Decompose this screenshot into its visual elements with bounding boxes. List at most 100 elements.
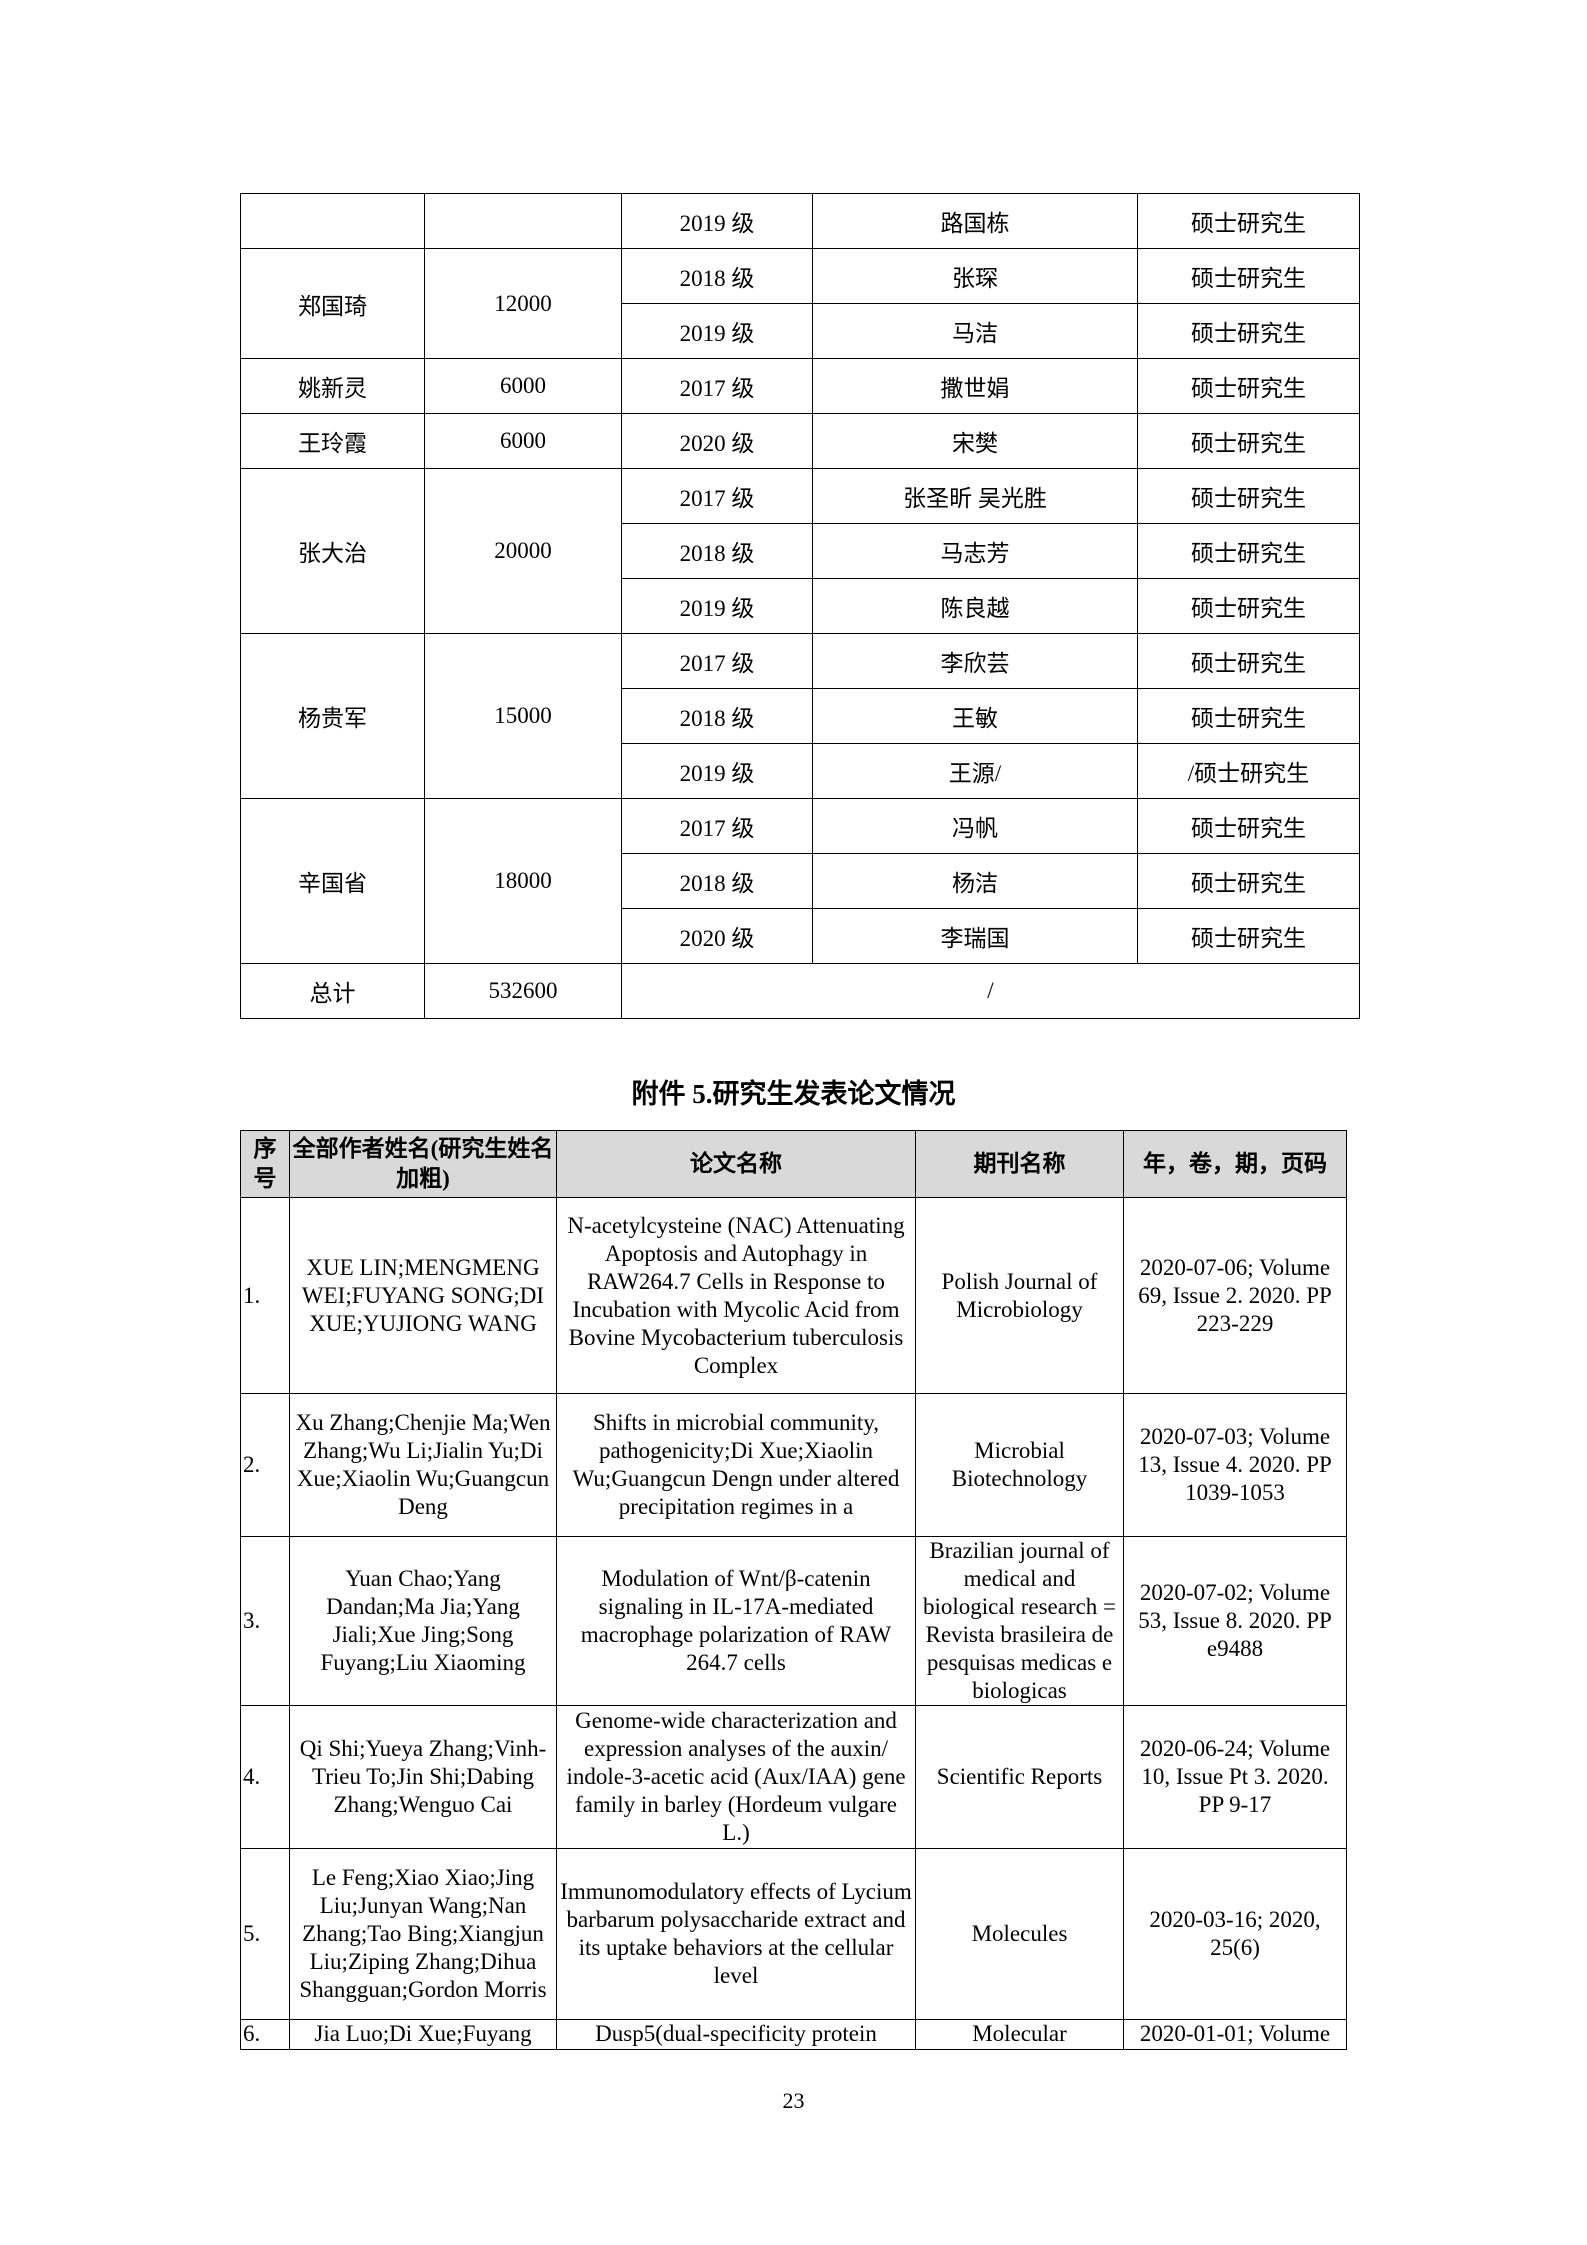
- paper-no: 2.: [240, 1393, 290, 1537]
- student-cell: 路国栋: [812, 193, 1138, 249]
- paper-title: Modulation of Wnt/β-catenin signaling in…: [556, 1536, 916, 1706]
- grade-cell: 2019 级: [621, 193, 813, 249]
- teacher-cell: 姚新灵: [240, 358, 425, 414]
- grade-cell: 2017 级: [621, 468, 813, 524]
- student-cell: 马志芳: [812, 523, 1138, 579]
- student-cell: 李欣芸: [812, 633, 1138, 689]
- table-row: 2019 级陈良越 硕士研究生: [241, 578, 1360, 634]
- paper-row: 1. XUE LIN;MENGMENG WEI;FUYANG SONG;DI XU…: [240, 1197, 1347, 1394]
- total-row: 总计 532600/: [240, 963, 1360, 1019]
- paper-row: 3. Yuan Chao;Yang Dandan;Ma Jia;Yang Jial…: [240, 1536, 1347, 1706]
- grade-cell: 2017 级: [621, 358, 813, 414]
- total-amount: 532600: [424, 963, 622, 1019]
- table-row: 郑国琦 12000 2018 级张琛 硕士研究生: [240, 248, 1360, 359]
- grade-cell: 2017 级: [621, 798, 813, 854]
- grade-cell: 2018 级: [621, 853, 813, 909]
- degree-cell: 硕士研究生: [1137, 523, 1360, 579]
- teacher-cell: 杨贵军: [240, 633, 425, 799]
- paper-row: 6. Jia Luo;Di Xue;Fuyang Dusp5(dual-specif…: [240, 2019, 1347, 2050]
- degree-cell: 硕士研究生: [1137, 853, 1360, 909]
- paper-journal: Brazilian journal of medical and biologi…: [915, 1536, 1124, 1706]
- degree-cell: 硕士研究生: [1137, 303, 1360, 359]
- table-row: 2019 级马洁 硕士研究生: [241, 303, 1360, 359]
- funding-table: 2019 级路国栋 硕士研究生 郑国琦 12000 2018 级张琛 硕士研究生 2019 …: [240, 193, 1360, 1019]
- teacher-cell: 辛国省: [240, 798, 425, 964]
- header-citation: 年，卷，期，页码: [1123, 1130, 1347, 1198]
- teacher-cell: 王玲霞: [240, 413, 425, 469]
- student-cell: 陈良越: [812, 578, 1138, 634]
- degree-cell: 硕士研究生: [1137, 248, 1360, 304]
- paper-title: Immunomodulatory effects of Lycium barba…: [556, 1848, 916, 2020]
- degree-cell: 硕士研究生: [1137, 798, 1360, 854]
- grade-cell: 2018 级: [621, 523, 813, 579]
- grade-cell: 2019 级: [621, 303, 813, 359]
- paper-title: Shifts in microbial community, pathogeni…: [556, 1393, 916, 1537]
- paper-no: 4.: [240, 1705, 290, 1849]
- degree-cell: 硕士研究生: [1137, 688, 1360, 744]
- degree-cell: /硕士研究生: [1137, 743, 1360, 799]
- table-row: 2018 级王敏 硕士研究生: [241, 688, 1360, 744]
- table-row: 2019 级路国栋 硕士研究生: [240, 193, 1360, 249]
- paper-no: 5.: [240, 1848, 290, 2020]
- total-label: 总计: [240, 963, 425, 1019]
- amount-cell: 6000: [424, 413, 622, 469]
- degree-cell: 硕士研究生: [1137, 413, 1360, 469]
- student-cell: 王敏: [812, 688, 1138, 744]
- student-cell: 杨洁: [812, 853, 1138, 909]
- student-cell: 宋樊: [812, 413, 1138, 469]
- paper-no: 1.: [240, 1197, 290, 1394]
- header-authors: 全部作者姓名(研究生姓名加粗): [289, 1130, 557, 1198]
- table-row: 杨贵军 15000 2017 级李欣芸 硕士研究生: [240, 633, 1360, 799]
- student-cell: 撒世娟: [812, 358, 1138, 414]
- teacher-cell: 张大治: [240, 468, 425, 634]
- paper-title: Dusp5(dual-specificity protein: [556, 2019, 916, 2050]
- degree-cell: 硕士研究生: [1137, 633, 1360, 689]
- section-title: 附件 5.研究生发表论文情况: [631, 1079, 956, 1109]
- paper-citation: 2020-03-16; 2020, 25(6): [1123, 1848, 1347, 2020]
- amount-cell: 6000: [424, 358, 622, 414]
- degree-cell: 硕士研究生: [1137, 193, 1360, 249]
- paper-citation: 2020-07-02; Volume 53, Issue 8. 2020. PP…: [1123, 1536, 1347, 1706]
- grade-cell: 2020 级: [621, 908, 813, 964]
- amount-cell: 18000: [424, 798, 622, 964]
- paper-authors: Yuan Chao;Yang Dandan;Ma Jia;Yang Jiali;…: [289, 1536, 557, 1706]
- degree-cell: 硕士研究生: [1137, 908, 1360, 964]
- paper-row: 2. Xu Zhang;Chenjie Ma;Wen Zhang;Wu Li;Ji…: [240, 1393, 1347, 1537]
- paper-authors: XUE LIN;MENGMENG WEI;FUYANG SONG;DI XUE;…: [289, 1197, 557, 1394]
- paper-citation: 2020-07-03; Volume 13, Issue 4. 2020. PP…: [1123, 1393, 1347, 1537]
- paper-authors: Qi Shi;Yueya Zhang;Vinh-Trieu To;Jin Shi…: [289, 1705, 557, 1849]
- paper-row: 5. Le Feng;Xiao Xiao;Jing Liu;Junyan Wang…: [240, 1848, 1347, 2020]
- grade-cell: 2018 级: [621, 688, 813, 744]
- header-title: 论文名称: [556, 1130, 916, 1198]
- paper-title: Genome-wide characterization and express…: [556, 1705, 916, 1849]
- student-cell: 马洁: [812, 303, 1138, 359]
- paper-citation: 2020-06-24; Volume 10, Issue Pt 3. 2020.…: [1123, 1705, 1347, 1849]
- table-row: 张大治 20000 2017 级张圣昕 吴光胜 硕士研究生: [240, 468, 1360, 634]
- table-row: 2019 级王源//硕士研究生: [241, 743, 1360, 799]
- page-number: 23: [782, 2088, 805, 2113]
- grade-cell: 2017 级: [621, 633, 813, 689]
- paper-row: 4. Qi Shi;Yueya Zhang;Vinh-Trieu To;Jin S…: [240, 1705, 1347, 1849]
- paper-no: 6.: [240, 2019, 290, 2050]
- paper-journal: Molecular: [915, 2019, 1124, 2050]
- grade-cell: 2019 级: [621, 578, 813, 634]
- amount-cell: 12000: [424, 248, 622, 359]
- amount-cell: 20000: [424, 468, 622, 634]
- student-cell: 张琛: [812, 248, 1138, 304]
- degree-cell: 硕士研究生: [1137, 358, 1360, 414]
- header-journal: 期刊名称: [915, 1130, 1124, 1198]
- student-cell: 王源/: [812, 743, 1138, 799]
- table-row: 2020 级李瑞国 硕士研究生: [241, 908, 1360, 964]
- paper-authors: Jia Luo;Di Xue;Fuyang: [289, 2019, 557, 2050]
- paper-authors: Xu Zhang;Chenjie Ma;Wen Zhang;Wu Li;Jial…: [289, 1393, 557, 1537]
- student-cell: 李瑞国: [812, 908, 1138, 964]
- paper-authors: Le Feng;Xiao Xiao;Jing Liu;Junyan Wang;N…: [289, 1848, 557, 2020]
- teacher-cell: 郑国琦: [240, 248, 425, 359]
- amount-cell: [424, 193, 622, 249]
- paper-citation: 2020-07-06; Volume 69, Issue 2. 2020. PP…: [1123, 1197, 1347, 1394]
- papers-table: 序号 全部作者姓名(研究生姓名加粗) 论文名称 期刊名称 年，卷，期，页码 1.…: [240, 1130, 1347, 2050]
- teacher-cell: [240, 193, 425, 249]
- header-no: 序号: [240, 1130, 290, 1198]
- grade-cell: 2020 级: [621, 413, 813, 469]
- header-row: 序号 全部作者姓名(研究生姓名加粗) 论文名称 期刊名称 年，卷，期，页码: [240, 1130, 1347, 1198]
